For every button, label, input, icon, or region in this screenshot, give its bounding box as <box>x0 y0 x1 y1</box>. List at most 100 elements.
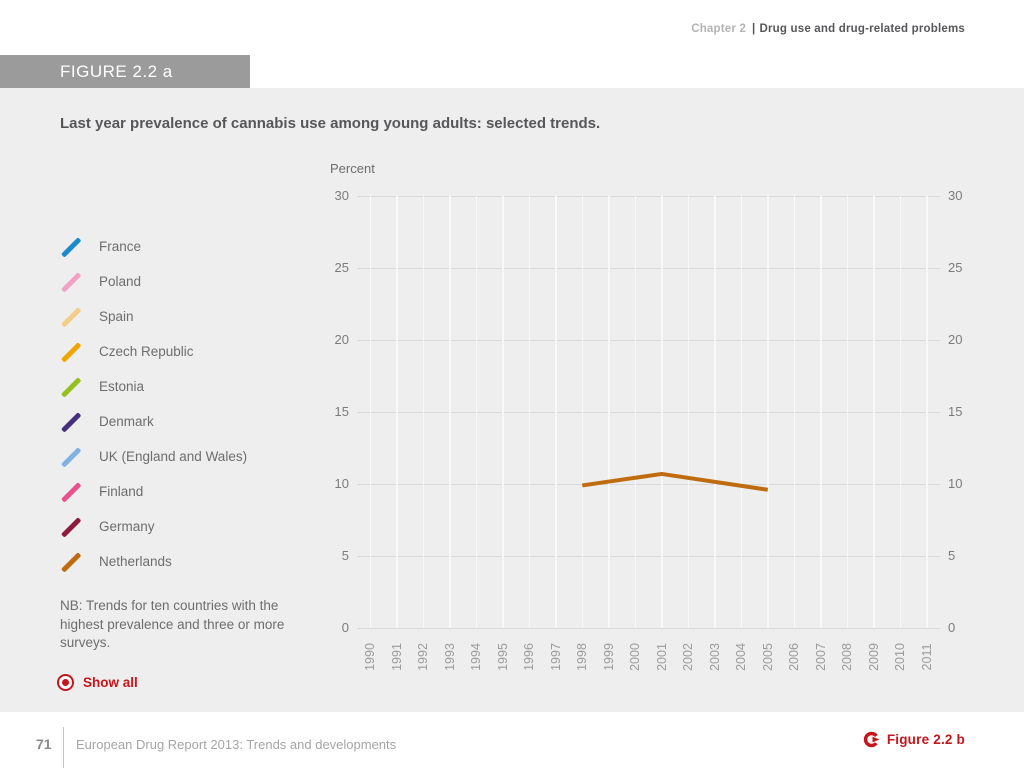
legend-item-estonia[interactable]: Estonia <box>58 369 247 404</box>
legend-item-label: Czech Republic <box>99 344 194 359</box>
gridline-y-25 <box>357 267 940 269</box>
year-column-line <box>475 196 477 628</box>
x-tick-1998: 1998 <box>575 643 590 671</box>
legend-line-icon <box>58 340 84 364</box>
legend-item-uk-england-and-wales[interactable]: UK (England and Wales) <box>58 439 247 474</box>
year-column-line <box>899 196 901 628</box>
legend-line-icon <box>58 235 84 259</box>
legend-line-icon <box>58 375 84 399</box>
y-tick-right-25: 25 <box>948 260 963 275</box>
year-column-line <box>820 196 822 628</box>
year-column-line <box>502 196 504 628</box>
x-tick-2000: 2000 <box>628 643 643 671</box>
y-tick-right-10: 10 <box>948 476 963 491</box>
legend-line-icon <box>58 515 84 539</box>
x-tick-1995: 1995 <box>495 643 510 671</box>
figure-banner: FIGURE 2.2 a <box>0 55 250 88</box>
x-tick-1997: 1997 <box>548 643 563 671</box>
legend-item-label: France <box>99 239 142 254</box>
legend-item-label: UK (England and Wales) <box>99 449 248 464</box>
legend-line-icon <box>58 410 84 434</box>
legend-item-label: Germany <box>99 519 155 534</box>
figure-link[interactable]: Figure 2.2 b <box>863 731 965 748</box>
y-tick-right-30: 30 <box>948 188 963 203</box>
year-column-line <box>873 196 875 628</box>
show-all-label: Show all <box>83 675 138 690</box>
y-axis-title: Percent <box>330 161 375 176</box>
year-column-line <box>846 196 848 628</box>
year-column-line <box>687 196 689 628</box>
legend-item-spain[interactable]: Spain <box>58 299 247 334</box>
legend-item-germany[interactable]: Germany <box>58 509 247 544</box>
show-all-button[interactable]: Show all <box>57 674 138 691</box>
year-column-line <box>793 196 795 628</box>
target-icon <box>57 674 74 691</box>
y-tick-left-15: 15 <box>334 404 349 419</box>
y-tick-right-0: 0 <box>948 620 956 635</box>
year-column-line <box>767 196 769 628</box>
legend-item-czech-republic[interactable]: Czech Republic <box>58 334 247 369</box>
x-tick-1990: 1990 <box>363 643 378 671</box>
x-tick-1991: 1991 <box>389 643 404 671</box>
chapter-section-title: Drug use and drug-related problems <box>759 23 965 35</box>
x-tick-1993: 1993 <box>442 643 457 671</box>
gridline-y-5 <box>357 555 940 557</box>
page-number: 71 <box>36 736 52 752</box>
x-tick-2005: 2005 <box>760 643 775 671</box>
year-column-line <box>926 196 928 628</box>
x-tick-2010: 2010 <box>893 643 908 671</box>
y-tick-right-15: 15 <box>948 404 963 419</box>
content-area <box>0 88 1024 712</box>
legend-item-label: Poland <box>99 274 142 289</box>
legend-item-label: Estonia <box>99 379 145 394</box>
year-column-line <box>661 196 663 628</box>
x-tick-1992: 1992 <box>416 643 431 671</box>
gridline-y-20 <box>357 339 940 341</box>
footer-divider <box>63 727 64 768</box>
x-tick-2003: 2003 <box>707 643 722 671</box>
legend-line-icon <box>58 270 84 294</box>
x-tick-1996: 1996 <box>522 643 537 671</box>
year-column-line <box>555 196 557 628</box>
figure-title: Last year prevalence of cannabis use amo… <box>60 115 601 132</box>
legend-item-netherlands[interactable]: Netherlands <box>58 544 247 579</box>
legend-line-icon <box>58 480 84 504</box>
header-divider: | <box>752 23 756 35</box>
legend-item-label: Spain <box>99 309 134 324</box>
y-tick-left-25: 25 <box>334 260 349 275</box>
x-tick-2004: 2004 <box>734 643 749 671</box>
legend-item-label: Denmark <box>99 414 154 429</box>
year-column-line <box>369 196 371 628</box>
x-tick-2007: 2007 <box>813 643 828 671</box>
year-column-line <box>608 196 610 628</box>
legend-item-france[interactable]: France <box>58 229 247 264</box>
x-tick-2009: 2009 <box>866 643 881 671</box>
figure-link-label: Figure 2.2 b <box>886 732 965 747</box>
x-tick-1994: 1994 <box>469 643 484 671</box>
legend-line-icon <box>58 445 84 469</box>
legend-item-label: Netherlands <box>99 554 172 569</box>
chapter-header: Chapter 2 | Drug use and drug-related prob… <box>691 23 965 35</box>
y-tick-left-20: 20 <box>334 332 349 347</box>
legend-item-finland[interactable]: Finland <box>58 474 247 509</box>
y-tick-left-5: 5 <box>341 548 349 563</box>
year-column-line <box>740 196 742 628</box>
year-column-line <box>581 196 583 628</box>
legend-item-label: Finland <box>99 484 144 499</box>
y-tick-right-20: 20 <box>948 332 963 347</box>
y-tick-right-5: 5 <box>948 548 956 563</box>
year-column-line <box>634 196 636 628</box>
year-column-line <box>714 196 716 628</box>
x-tick-2002: 2002 <box>681 643 696 671</box>
legend: France Poland Spain Czech Republic Estonia De… <box>58 229 247 579</box>
gridline-y-0 <box>357 627 940 629</box>
gridline-y-15 <box>357 411 940 413</box>
year-column-line <box>528 196 530 628</box>
x-tick-2008: 2008 <box>840 643 855 671</box>
y-tick-left-0: 0 <box>341 620 349 635</box>
legend-item-poland[interactable]: Poland <box>58 264 247 299</box>
year-column-line <box>422 196 424 628</box>
legend-item-denmark[interactable]: Denmark <box>58 404 247 439</box>
x-tick-1999: 1999 <box>601 643 616 671</box>
circle-arrow-icon <box>863 731 880 748</box>
